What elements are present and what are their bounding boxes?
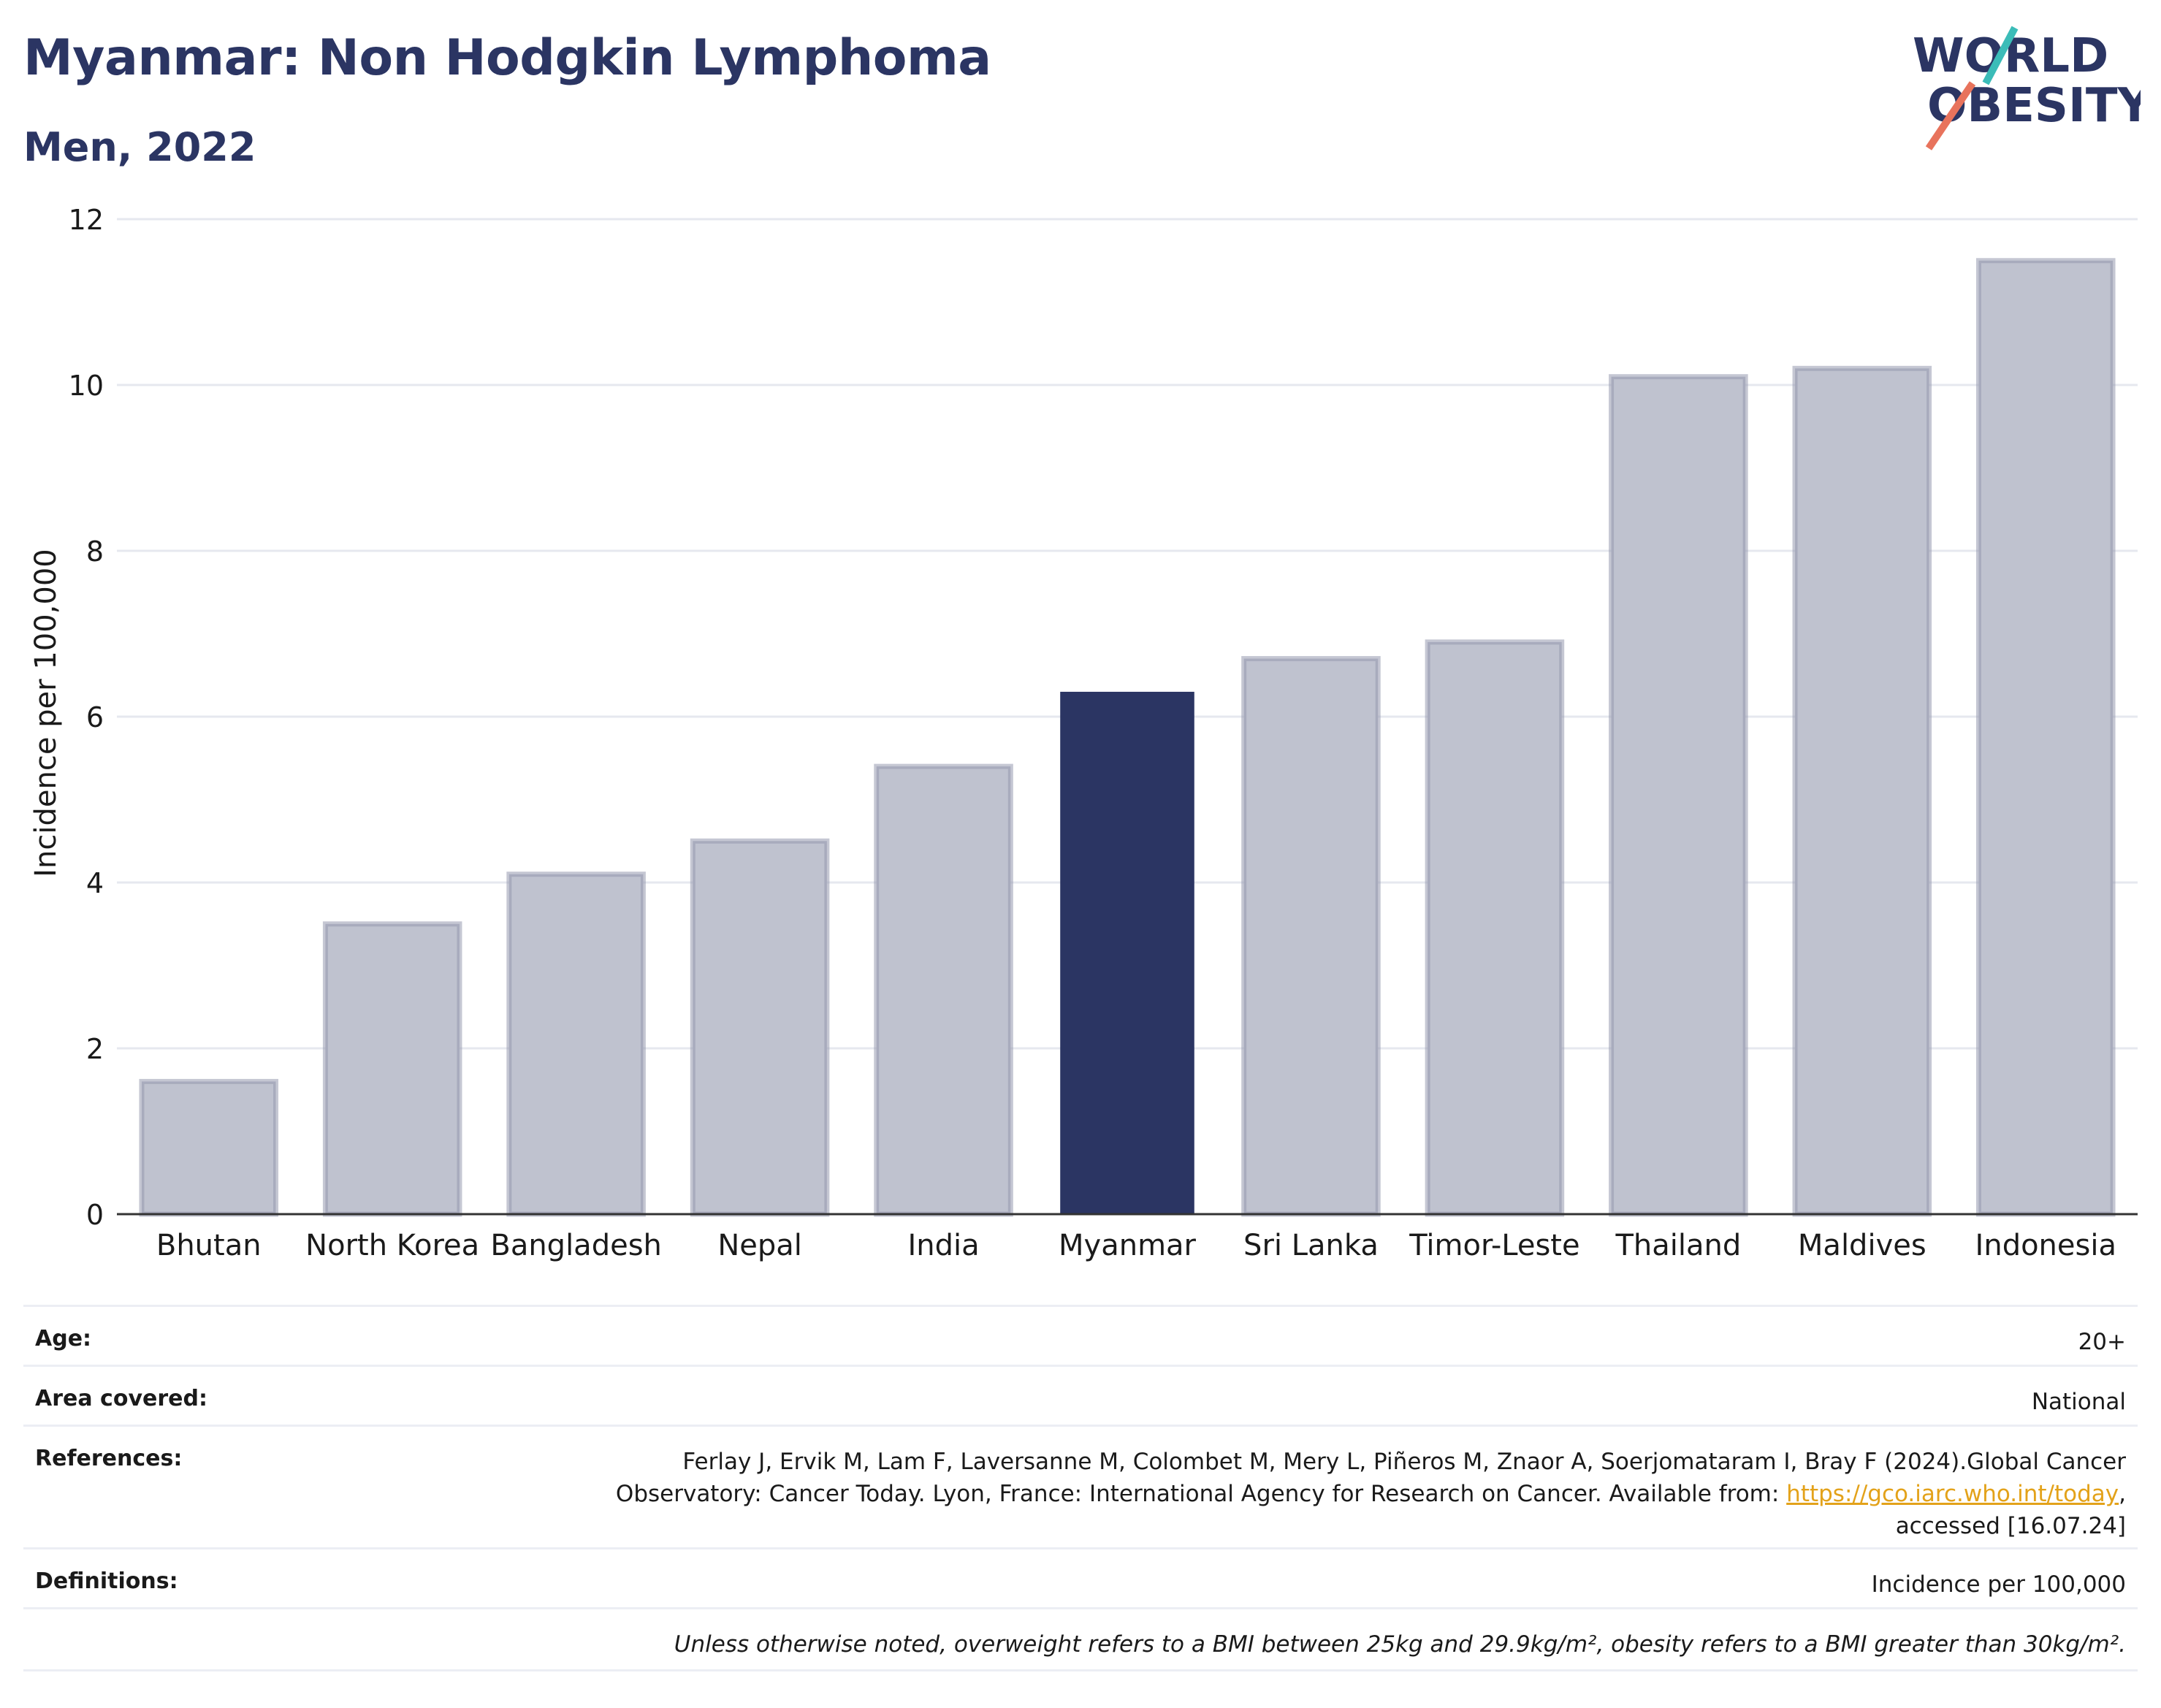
axis-layer: 0 2 4 6 8 10 12 Bhutan North Korea Bangladesh Nepa… xyxy=(69,204,2138,1262)
meta-row-age: Age: 20+ xyxy=(23,1305,2138,1367)
y-tick-label: 6 xyxy=(86,701,104,733)
bar-north-korea xyxy=(322,921,462,1217)
x-tick-label: Bhutan xyxy=(156,1229,262,1262)
bar-nepal xyxy=(690,838,830,1217)
world-obesity-logo: WORLD OBESITY xyxy=(1913,26,2141,150)
references-line2-end: , xyxy=(2119,1481,2126,1507)
age-label: Age: xyxy=(35,1326,92,1351)
x-tick-label: Bangladesh xyxy=(490,1229,662,1262)
y-tick-label: 4 xyxy=(86,867,104,899)
bar-indonesia xyxy=(1975,258,2116,1217)
references-line2: Observatory: Cancer Today. Lyon, France:… xyxy=(616,1478,2126,1510)
references-link[interactable]: https://gco.iarc.who.int/today xyxy=(1786,1481,2119,1507)
x-tick-label: Thailand xyxy=(1615,1229,1741,1262)
bar-sri-lanka xyxy=(1241,656,1381,1217)
definitions-value: Incidence per 100,000 xyxy=(1871,1571,2126,1598)
y-tick-label: 8 xyxy=(86,535,104,568)
x-tick-label: Myanmar xyxy=(1059,1229,1197,1262)
y-tick-label: 2 xyxy=(86,1033,104,1065)
bmi-note: Unless otherwise noted, overweight refer… xyxy=(674,1631,2126,1658)
bar-chart: 0 2 4 6 8 10 12 Bhutan North Korea Bangladesh Nepa… xyxy=(29,204,2138,1262)
x-tick-label: Maldives xyxy=(1798,1229,1926,1262)
logo-slash-teal xyxy=(1982,26,2019,85)
logo-slash-coral xyxy=(1925,81,1976,150)
meta-row-area: Area covered: National xyxy=(23,1365,2138,1427)
bar-myanmar xyxy=(1060,691,1194,1214)
definitions-label: Definitions: xyxy=(35,1568,178,1594)
references-line1: Ferlay J, Ervik M, Lam F, Laversanne M, … xyxy=(682,1449,2126,1475)
x-tick-label: Timor-Leste xyxy=(1409,1229,1579,1262)
references-label: References: xyxy=(35,1446,183,1471)
age-value: 20+ xyxy=(2078,1329,2126,1355)
page-title: Myanmar: Non Hodgkin Lymphoma xyxy=(23,29,991,87)
meta-row-definitions: Definitions: Incidence per 100,000 xyxy=(23,1547,2138,1609)
bar-timor-leste xyxy=(1425,639,1565,1217)
x-tick-label: Indonesia xyxy=(1975,1229,2116,1262)
y-tick-label: 10 xyxy=(69,370,104,402)
bar-layer xyxy=(139,258,2116,1217)
bar-india xyxy=(874,763,1013,1217)
bar-bhutan xyxy=(139,1078,279,1217)
page-subtitle: Men, 2022 xyxy=(23,124,256,170)
y-tick-label: 0 xyxy=(86,1199,104,1231)
y-axis-label: Incidence per 100,000 xyxy=(29,549,63,877)
area-label: Area covered: xyxy=(35,1386,207,1411)
bar-thailand xyxy=(1609,374,1748,1217)
meta-row-note: Unless otherwise noted, overweight refer… xyxy=(23,1607,2138,1671)
meta-row-references: References: Ferlay J, Ervik M, Lam F, La… xyxy=(23,1425,2138,1549)
x-tick-label: Sri Lanka xyxy=(1243,1229,1379,1262)
references-line3: accessed [16.07.24] xyxy=(1895,1513,2126,1539)
references-value: Ferlay J, Ervik M, Lam F, Laversanne M, … xyxy=(616,1446,2126,1542)
bar-maldives xyxy=(1792,365,1932,1217)
metadata-table: Age: 20+ Area covered: National Referenc… xyxy=(23,1305,2138,1685)
area-value: National xyxy=(2031,1389,2126,1415)
references-line2-text: Observatory: Cancer Today. Lyon, France:… xyxy=(615,1481,1787,1507)
logo-line2: OBESITY xyxy=(1927,79,2141,133)
y-tick-label: 12 xyxy=(69,204,104,236)
x-tick-label: Nepal xyxy=(717,1229,802,1262)
x-tick-label: India xyxy=(907,1229,979,1262)
bar-bangladesh xyxy=(506,872,646,1217)
x-tick-label: North Korea xyxy=(305,1229,479,1262)
